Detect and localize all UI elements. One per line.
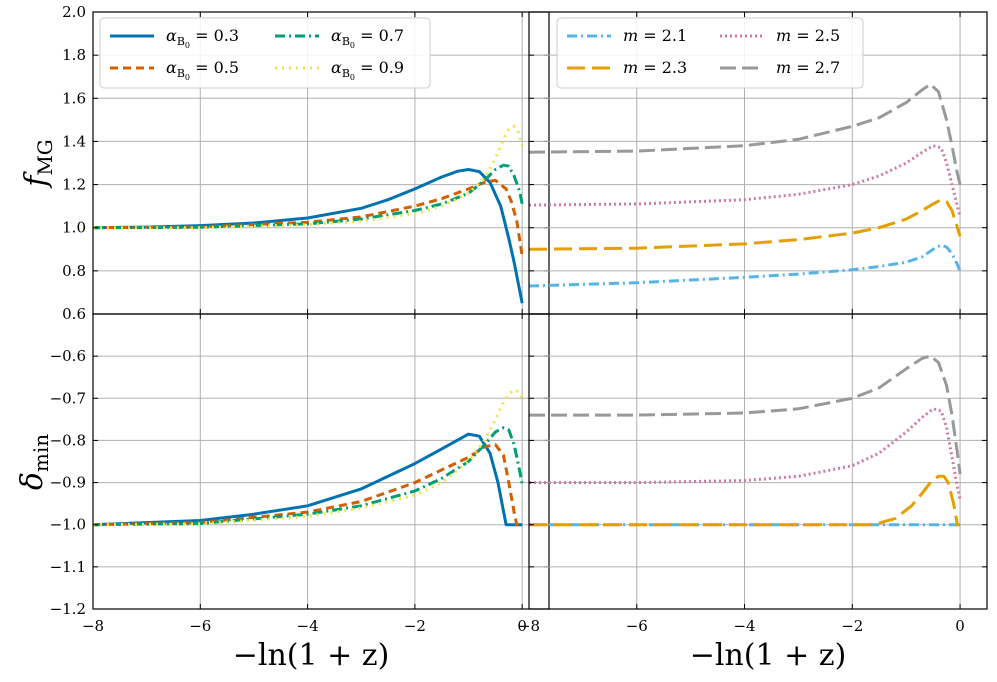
series-line-fmg-alpha-0: [93, 168, 524, 304]
legend-box: [556, 17, 864, 89]
legend: m = 2.1 m = 2.3 m = 2.5 m = 2.7: [556, 17, 864, 89]
y-tick-label: 1.0: [62, 219, 86, 237]
panel-fmg-m: m = 2.1 m = 2.3 m = 2.5 m = 2.7: [528, 11, 988, 315]
legend-label: αB0 = 0.9: [331, 58, 404, 82]
series-group: [93, 388, 524, 527]
x-tick-label: −6: [189, 617, 211, 635]
y-tick-label: 1.6: [62, 89, 86, 107]
series-group: [529, 82, 962, 288]
y-axis-label-fmg: fMG: [19, 139, 57, 189]
series-group: [529, 354, 962, 527]
y-tick-label: 0.6: [62, 305, 86, 323]
y-tick-label: −1.1: [50, 558, 86, 576]
legend-label: m = 2.7: [776, 58, 840, 77]
y-tick-label: −0.7: [50, 389, 86, 407]
panel-dmin-alpha: −8 −6 −4 −2 0 −1.2 −1.1 −1.0 −0.9 −0.8 −0.7 −0.6: [50, 313, 550, 635]
axes-frame: [92, 313, 550, 610]
x-tick-label: −4: [733, 617, 755, 635]
y-tick-label: −1.0: [50, 516, 86, 534]
x-tick-label: −2: [841, 617, 863, 635]
series-line-dmin-alpha-2: [93, 426, 524, 527]
x-axis-label-left: −ln(1 + z): [233, 638, 390, 673]
series-line-dmin-alpha-0: [93, 432, 523, 527]
y-tick-label: 1.2: [62, 176, 86, 194]
y-tick-label: −0.9: [50, 474, 86, 492]
x-tick-label: −8: [82, 617, 104, 635]
series-line-dmin-m-1: [529, 474, 961, 527]
legend-box: [99, 17, 431, 89]
x-tick-label: −8: [518, 617, 540, 635]
x-tick-label: 0: [955, 617, 965, 635]
series-line-fmg-m-0: [529, 243, 962, 288]
legend-label: αB0 = 0.7: [331, 26, 404, 50]
series-line-fmg-m-3: [529, 82, 962, 185]
series-line-dmin-m-3: [529, 354, 962, 475]
x-tick-label: 0: [517, 617, 527, 635]
x-tick-label: −4: [297, 617, 319, 635]
y-axis-label-dmin: δmin: [15, 434, 53, 490]
panel-dmin-m: −8 −6 −4 −2 0: [518, 313, 988, 635]
y-tick-label: 2.0: [62, 3, 86, 21]
x-tick-label: −2: [404, 617, 426, 635]
axes-frame: [528, 313, 988, 610]
y-tick-label: 1.8: [62, 46, 86, 64]
series-line-dmin-m-2: [529, 407, 962, 500]
series-line-fmg-alpha-2: [93, 163, 524, 230]
legend: αB0 = 0.3 αB0 = 0.5 αB0 = 0.7 αB0 = 0.9: [99, 17, 431, 89]
x-tick-label: −6: [626, 617, 648, 635]
y-tick-label: −0.8: [50, 431, 86, 449]
y-tick-label: −0.6: [50, 347, 86, 365]
legend-label: m = 2.3: [623, 58, 687, 77]
legend-label: αB0 = 0.3: [166, 26, 239, 50]
y-tick-label: −1.2: [50, 600, 86, 618]
y-tick-label: 1.4: [62, 132, 86, 150]
series-group: [93, 124, 524, 304]
series-line-fmg-m-1: [529, 198, 962, 251]
legend-label: αB0 = 0.5: [166, 58, 239, 82]
legend-label: m = 2.1: [623, 26, 687, 45]
legend-label: m = 2.5: [776, 26, 840, 45]
y-tick-label: 0.8: [62, 262, 86, 280]
x-axis-label-right: −ln(1 + z): [690, 638, 847, 673]
